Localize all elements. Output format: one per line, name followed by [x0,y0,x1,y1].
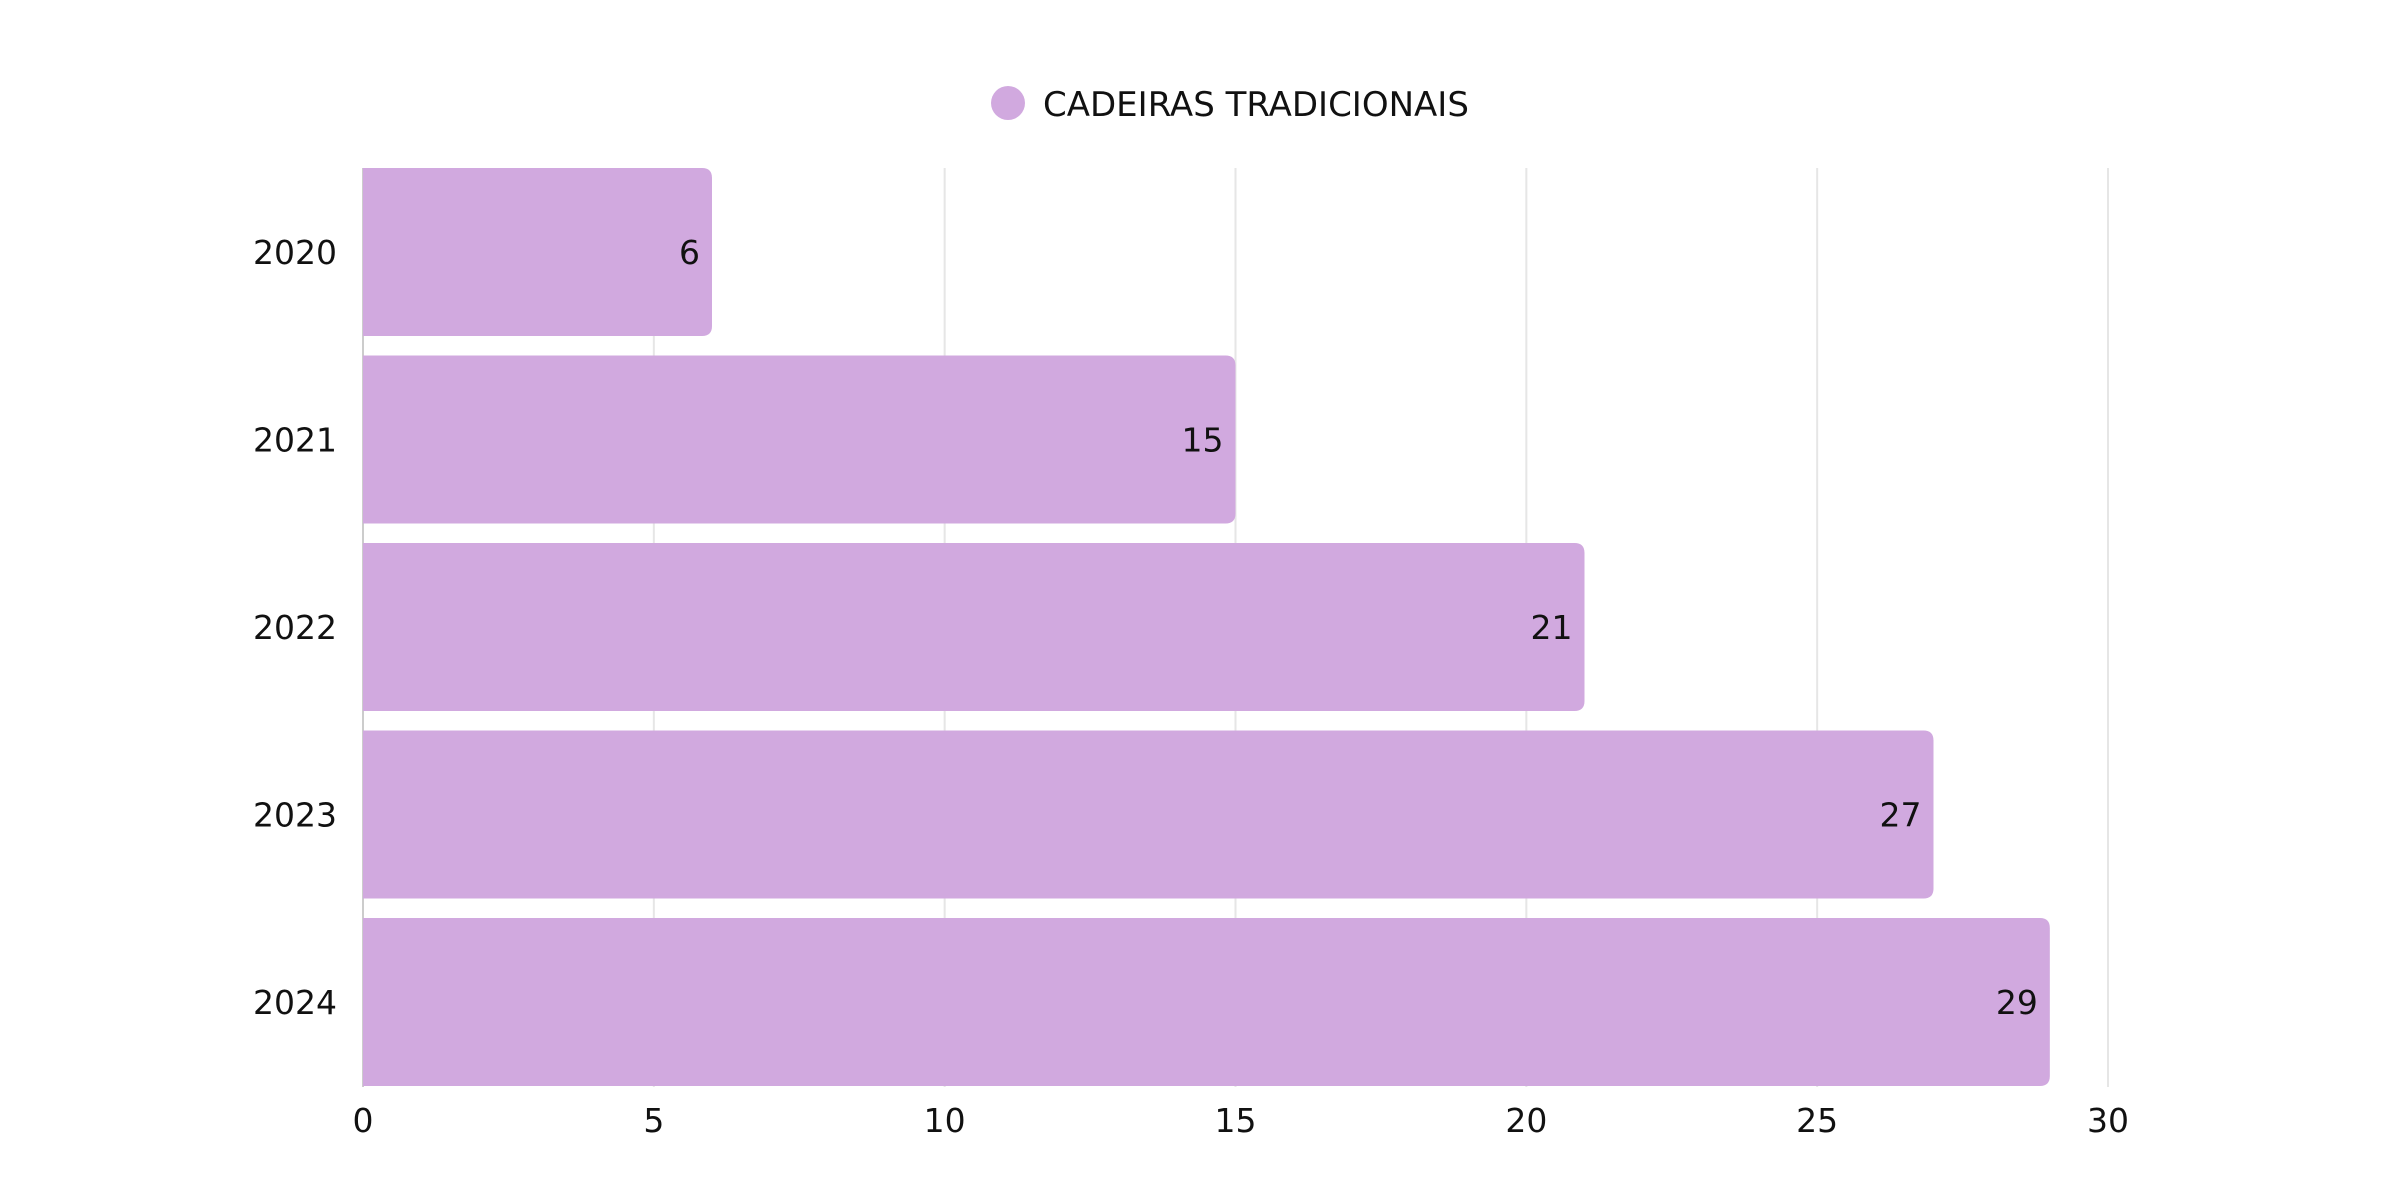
x-tick-label: 5 [643,1101,664,1140]
legend: CADEIRAS TRADICIONAIS [991,85,1469,125]
x-tick-label: 30 [2087,1101,2129,1140]
legend-marker [991,86,1025,120]
y-tick-label: 2020 [253,233,337,272]
x-tick-label: 15 [1215,1101,1257,1140]
bar-2023 [363,730,1934,899]
x-axis-ticks: 0 5 10 15 20 25 30 [353,1101,2130,1140]
x-tick-label: 0 [353,1101,374,1140]
bar-2020 [363,168,712,336]
data-label: 27 [1880,796,1922,835]
data-label: 6 [679,233,700,272]
data-label: 21 [1531,608,1573,647]
bar-2021 [363,355,1236,524]
y-tick-label: 2021 [253,421,337,460]
y-tick-label: 2023 [253,796,337,835]
data-label: 15 [1182,421,1224,460]
bar-2024 [363,918,2050,1086]
y-axis-labels: 2020 2021 2022 2023 2024 [253,233,337,1022]
x-tick-label: 25 [1796,1101,1838,1140]
y-tick-label: 2022 [253,608,337,647]
bars: 6 15 21 27 29 [363,168,2050,1086]
legend-label: CADEIRAS TRADICIONAIS [1043,85,1469,125]
bar-2022 [363,543,1585,711]
x-tick-label: 20 [1505,1101,1547,1140]
data-label: 29 [1996,983,2038,1022]
y-tick-label: 2024 [253,983,337,1022]
x-tick-label: 10 [924,1101,966,1140]
